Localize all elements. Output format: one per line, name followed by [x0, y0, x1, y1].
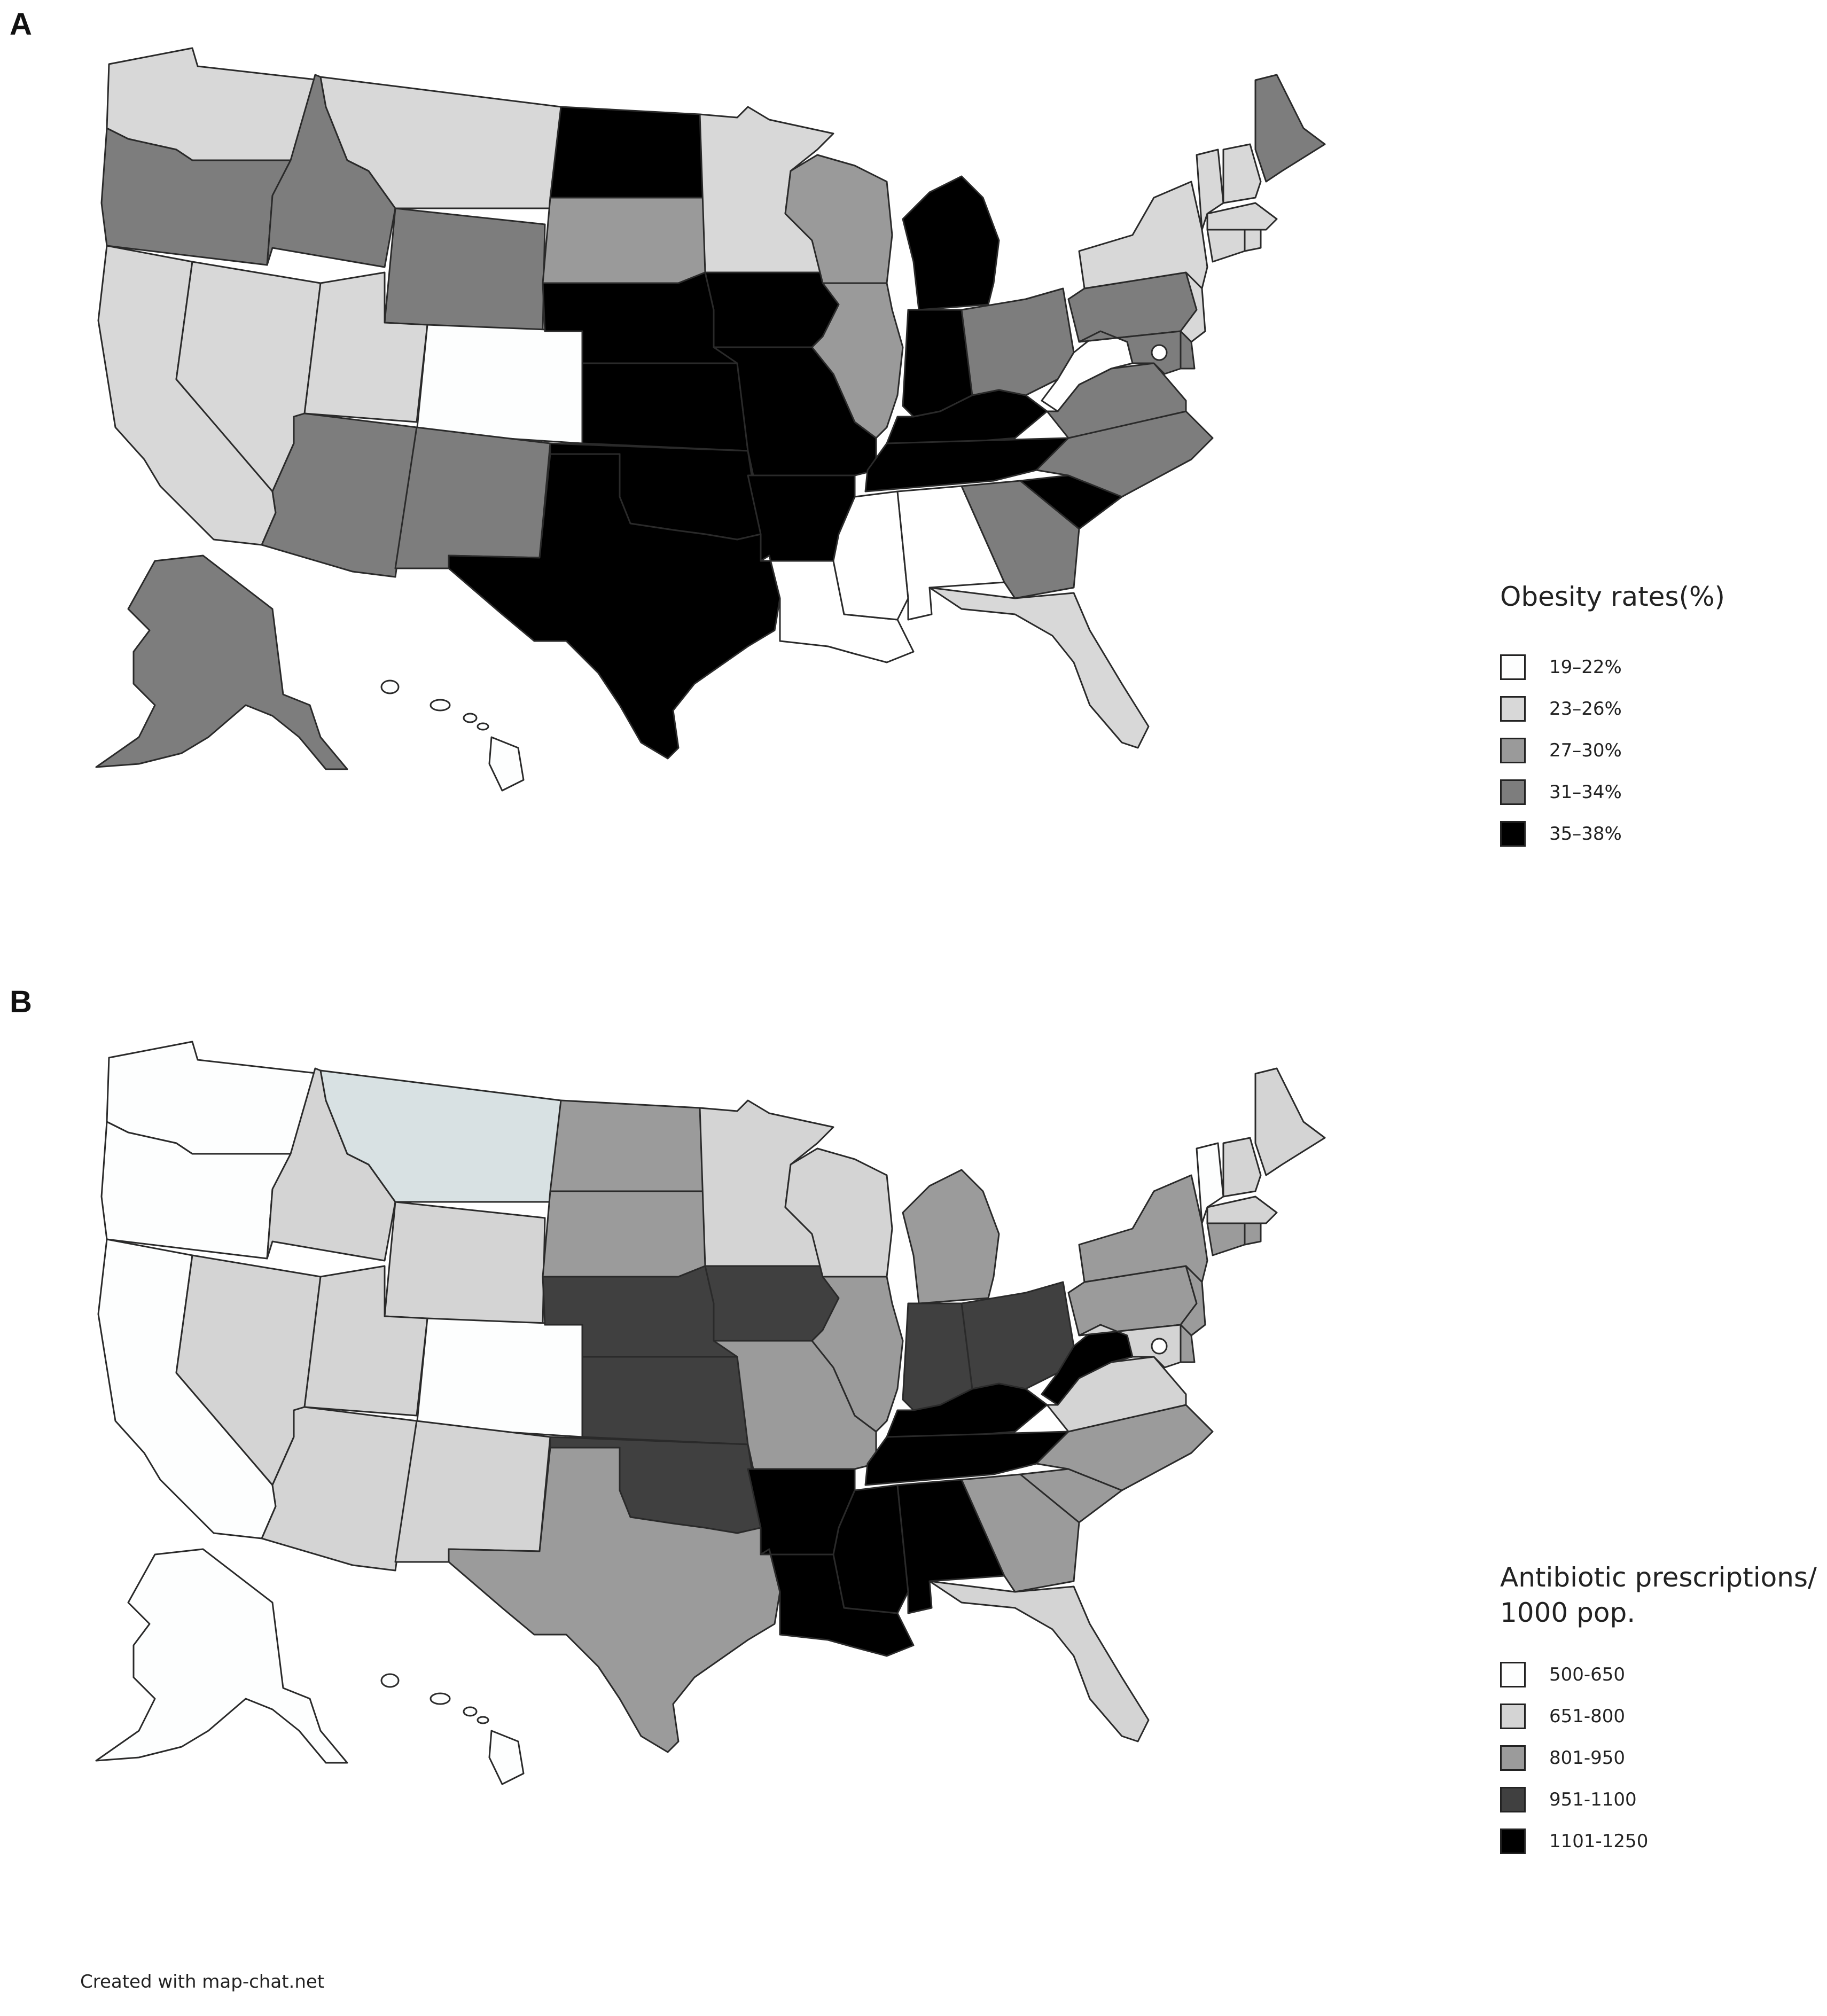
state-co — [416, 324, 587, 444]
state-ma — [1206, 202, 1278, 231]
state-ma — [1206, 1195, 1278, 1224]
state-ia — [704, 271, 840, 348]
antibiotic-legend: Antibiotic prescriptions/ 1000 pop. 500-… — [1500, 1560, 1817, 1862]
legend-title-b-line1: Antibiotic prescriptions/ — [1500, 1562, 1817, 1593]
antibiotic-map — [95, 1041, 1326, 1785]
legend-swatch — [1500, 1662, 1526, 1687]
hawaii-island — [380, 1673, 400, 1688]
state-nd — [549, 106, 706, 199]
legend-item: 35–38% — [1500, 813, 1725, 855]
state-nh — [1222, 143, 1262, 204]
state-ak — [95, 554, 348, 770]
hawaii-island — [463, 713, 478, 723]
dc-marker — [1151, 344, 1168, 361]
legend-label: 35–38% — [1549, 823, 1622, 845]
legend-label: 951-1100 — [1549, 1789, 1637, 1810]
hawaii-island — [380, 679, 400, 694]
state-vt — [1196, 1142, 1224, 1224]
state-md — [1078, 1324, 1182, 1369]
state-wy — [384, 207, 546, 332]
legend-swatch — [1500, 821, 1526, 847]
obesity-map — [95, 47, 1326, 792]
state-vt — [1196, 149, 1224, 231]
state-mi — [902, 175, 1000, 311]
hawaii-island — [477, 722, 489, 731]
state-ia — [704, 1265, 840, 1342]
state-ri — [1244, 1222, 1262, 1246]
legend-item: 651-800 — [1500, 1695, 1817, 1737]
footer-credit: Created with map-chat.net — [80, 1971, 325, 1992]
legend-swatch — [1500, 1787, 1526, 1812]
legend-swatch — [1500, 1745, 1526, 1771]
legend-swatch — [1500, 1829, 1526, 1854]
state-wy — [384, 1201, 546, 1326]
state-ks — [581, 1356, 749, 1445]
legend-label: 1101-1250 — [1549, 1831, 1649, 1852]
state-me — [1254, 1067, 1326, 1176]
hawaii-island — [477, 1716, 489, 1724]
state-tx — [448, 453, 781, 760]
state-ks — [581, 362, 749, 452]
legend-swatch — [1500, 654, 1526, 680]
legend-title-b-line2: 1000 pop. — [1500, 1597, 1636, 1628]
legend-swatch — [1500, 779, 1526, 805]
state-ct — [1206, 229, 1246, 263]
state-hi — [488, 1730, 525, 1785]
state-ri — [1244, 229, 1262, 252]
panel-label-a: A — [10, 7, 32, 42]
legend-title-a: Obesity rates(%) — [1500, 581, 1726, 612]
state-fl — [928, 587, 1150, 749]
legend-item: 1101-1250 — [1500, 1820, 1817, 1862]
state-il — [811, 282, 904, 439]
legend-swatch — [1500, 738, 1526, 763]
state-il — [811, 1276, 904, 1433]
state-fl — [928, 1580, 1150, 1742]
state-co — [416, 1317, 587, 1438]
legend-swatch — [1500, 1704, 1526, 1729]
state-sd — [542, 197, 706, 284]
legend-item: 500-650 — [1500, 1654, 1817, 1695]
hawaii-island — [463, 1706, 478, 1717]
state-nd — [549, 1099, 706, 1192]
state-nh — [1222, 1137, 1262, 1198]
panel-label-b: B — [10, 984, 32, 1019]
dc-marker — [1151, 1338, 1168, 1355]
state-sd — [542, 1190, 706, 1278]
state-ak — [95, 1548, 348, 1764]
legend-swatch — [1500, 696, 1526, 722]
state-wv — [1041, 1324, 1134, 1406]
legend-items-a: 19–22% 23–26% 27–30% 31–34% 35–38% — [1500, 646, 1725, 855]
legend-label: 31–34% — [1549, 782, 1622, 803]
legend-label: 19–22% — [1549, 657, 1622, 678]
legend-item: 951-1100 — [1500, 1779, 1817, 1820]
legend-label: 27–30% — [1549, 740, 1622, 761]
legend-item: 801-950 — [1500, 1737, 1817, 1779]
state-hi — [488, 736, 525, 792]
legend-label: 23–26% — [1549, 698, 1622, 720]
state-tx — [448, 1447, 781, 1753]
state-ct — [1206, 1222, 1246, 1256]
hawaii-island — [430, 699, 451, 712]
state-me — [1254, 74, 1326, 183]
state-mi — [902, 1169, 1000, 1304]
state-md — [1078, 330, 1182, 375]
legend-label: 651-800 — [1549, 1706, 1626, 1727]
legend-item: 23–26% — [1500, 688, 1725, 730]
state-nm — [394, 1420, 551, 1563]
obesity-legend: Obesity rates(%) 19–22% 23–26% 27–30% 31… — [1500, 579, 1725, 855]
legend-item: 27–30% — [1500, 730, 1725, 771]
state-nm — [394, 426, 551, 569]
legend-item: 31–34% — [1500, 771, 1725, 813]
state-ny — [1078, 181, 1208, 290]
state-wi — [784, 154, 893, 284]
legend-item: 19–22% — [1500, 646, 1725, 688]
state-wv — [1041, 330, 1134, 412]
hawaii-island — [430, 1692, 451, 1705]
legend-items-b: 500-650 651-800 801-950 951-1100 1101-12… — [1500, 1654, 1817, 1862]
legend-label: 500-650 — [1549, 1664, 1626, 1685]
state-ny — [1078, 1174, 1208, 1283]
state-wi — [784, 1147, 893, 1278]
legend-label: 801-950 — [1549, 1747, 1626, 1769]
